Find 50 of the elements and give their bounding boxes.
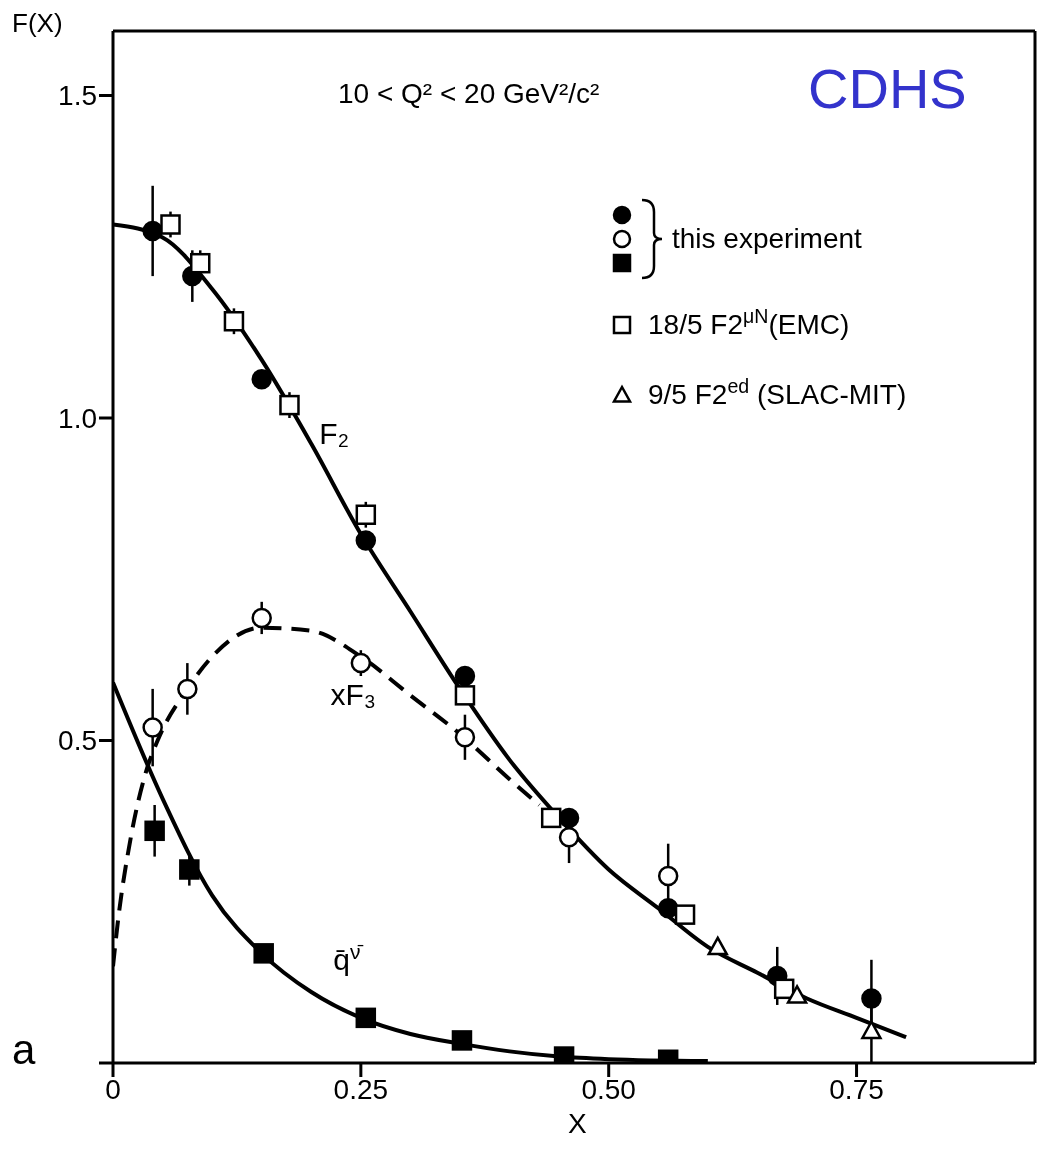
point [160, 214, 181, 235]
point [223, 311, 245, 332]
x-tick-label: 0.50 [581, 1073, 636, 1105]
point [657, 897, 679, 919]
legend-label: this experiment [672, 223, 863, 254]
point [179, 859, 200, 880]
point [142, 717, 163, 738]
point [350, 652, 372, 674]
point [553, 1046, 575, 1063]
point [674, 904, 696, 925]
x-axis-title: X [568, 1108, 587, 1140]
point [251, 607, 272, 629]
point [251, 369, 272, 390]
point [773, 978, 795, 1000]
point [454, 727, 476, 748]
y-axis-title: F(X) [12, 8, 63, 39]
legend-label: 18/5 F2$^{μN}$(EMC) [648, 305, 850, 340]
legend-label: 9/5 F2$^{ed}$ (SLAC-MIT) [648, 375, 907, 410]
point [142, 220, 163, 242]
y-tick-label: 1.5 [58, 80, 97, 112]
series-label: xF₃ [330, 678, 376, 712]
point [144, 820, 165, 842]
point [177, 678, 198, 700]
point [451, 1030, 473, 1051]
point [253, 943, 274, 964]
point [355, 1007, 377, 1029]
point [454, 685, 476, 706]
point [558, 827, 580, 848]
text: CDHS [808, 56, 967, 121]
point [861, 988, 882, 1009]
point [786, 985, 808, 1004]
point [707, 936, 728, 956]
point [558, 807, 580, 829]
x-tick-label: 0.25 [333, 1073, 389, 1105]
point [657, 865, 679, 887]
point [355, 530, 377, 551]
text: a [12, 1026, 36, 1074]
point [540, 807, 562, 829]
point [279, 394, 300, 416]
y-tick-label: 0.5 [58, 725, 97, 757]
point [454, 665, 476, 687]
x-tick-label: 0 [105, 1073, 121, 1105]
series-label: F₂ [319, 416, 350, 450]
point [189, 252, 211, 274]
series-label: q̄$^{ν̄}$ [333, 939, 364, 977]
y-tick-label: 1.0 [58, 402, 97, 434]
x-tick-label: 0.75 [829, 1073, 884, 1105]
text: 10 < Q² < 20 GeV²/c² [338, 78, 600, 110]
point [355, 504, 377, 525]
point [861, 1020, 882, 1040]
